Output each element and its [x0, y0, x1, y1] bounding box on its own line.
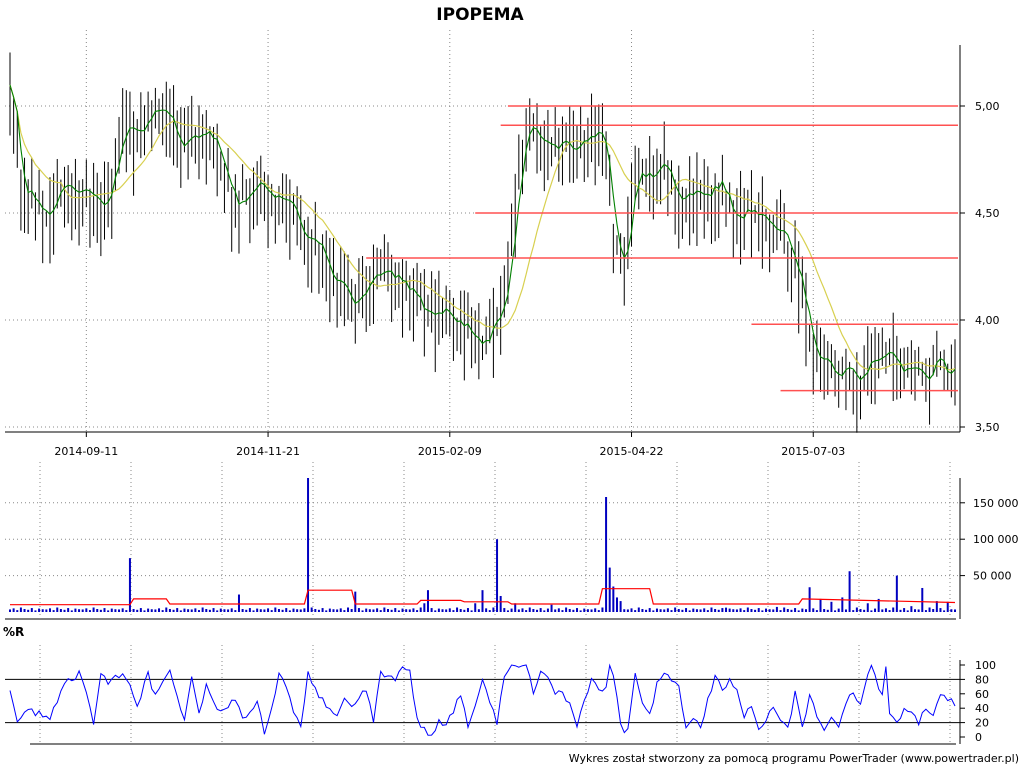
wr-line	[9, 663, 956, 736]
price-x-tick-label: 2014-09-11	[54, 445, 118, 458]
price-x-tick-label: 2014-11-21	[236, 445, 300, 458]
price-panel: 2014-09-11 2014-11-21 2015-02-09 2015-04-22…	[5, 30, 1000, 458]
footer-credit: Wykres został stworzony za pomocą progra…	[569, 752, 1019, 765]
volume-average-line	[10, 588, 956, 606]
volume-y-tick-label: 100 000	[973, 533, 1019, 546]
wr-y-tick-label: 100	[975, 659, 996, 672]
price-y-tick-label: 4,00	[975, 314, 1000, 327]
price-y-tick-label: 5,00	[975, 100, 1000, 113]
volume-panel: 50 000 100 000 150 000	[5, 462, 1019, 620]
chart-title: IPOPEMA	[436, 5, 524, 25]
price-y-tick-label: 3,50	[975, 421, 1000, 434]
ma-short-line	[9, 84, 956, 381]
volume-y-tick-label: 150 000	[973, 497, 1019, 510]
price-x-tick-label: 2015-07-03	[781, 445, 845, 458]
wr-y-tick-label: 80	[975, 673, 989, 686]
wr-y-tick-label: 60	[975, 688, 989, 701]
wr-y-tick-label: 20	[975, 717, 989, 730]
wr-y-tick-label: 40	[975, 702, 989, 715]
price-x-tick-label: 2015-04-22	[600, 445, 664, 458]
wr-y-tick-label: 0	[975, 731, 982, 744]
ma-long-line	[9, 84, 956, 371]
volume-y-tick-label: 50 000	[973, 570, 1012, 583]
price-x-tick-label: 2015-02-09	[418, 445, 482, 458]
price-y-tick-label: 4,50	[975, 207, 1000, 220]
williams-r-title: %R	[3, 625, 24, 639]
